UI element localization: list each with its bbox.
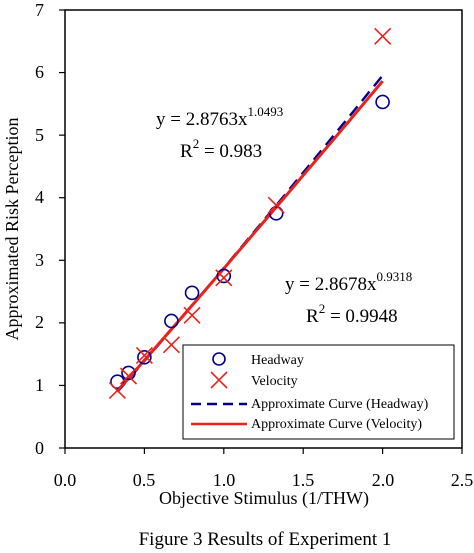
x-tick-marks bbox=[64, 448, 463, 454]
velocity-point bbox=[162, 336, 180, 354]
y-axis-title: Approximated Risk Perception bbox=[2, 118, 22, 341]
plot-frame bbox=[64, 9, 463, 449]
headway-r2-base: R bbox=[180, 141, 193, 162]
legend-headway-curve-label: Approximate Curve (Headway) bbox=[251, 397, 429, 412]
headway-r2-val: = 0.983 bbox=[199, 141, 262, 162]
velocity-r2-text: R2 = 0.9948 bbox=[306, 301, 398, 327]
x-tick-label: 1.5 bbox=[292, 470, 315, 490]
x-tick-label: 0.0 bbox=[54, 470, 77, 490]
y-tick-label: 6 bbox=[35, 62, 44, 82]
x-tick-label: 1.0 bbox=[213, 470, 236, 490]
headway-r2-text: R2 = 0.983 bbox=[180, 136, 262, 162]
headway-eq-text: y = 2.8763x1.0493 bbox=[156, 104, 283, 130]
legend-velocity-label: Velocity bbox=[251, 374, 298, 389]
curve-approximate-curve-velocity bbox=[116, 80, 384, 392]
markers-layer bbox=[108, 27, 392, 399]
velocity-point bbox=[119, 367, 138, 385]
velocity-eq-base: y = 2.8678x bbox=[285, 274, 377, 295]
legend-headway-marker bbox=[212, 352, 226, 366]
headway-r2-sup: 2 bbox=[193, 136, 200, 151]
headway-point bbox=[121, 365, 136, 381]
legend: Headway Velocity Approximate Curve (Head… bbox=[182, 344, 455, 440]
velocity-equation: y = 2.8678x0.9318 R2 = 0.9948 bbox=[285, 269, 412, 327]
velocity-point bbox=[183, 306, 201, 324]
y-tick-label: 7 bbox=[35, 0, 44, 20]
figure-caption: Figure 3 Results of Experiment 1 bbox=[139, 529, 392, 550]
velocity-r2-val: = 0.9948 bbox=[325, 306, 397, 327]
velocity-point bbox=[374, 27, 392, 45]
legend-velocity-marker bbox=[210, 371, 228, 389]
y-tick-label: 3 bbox=[35, 250, 44, 270]
velocity-point bbox=[215, 269, 233, 287]
x-tick-label: 0.5 bbox=[133, 470, 156, 490]
velocity-r2-base: R bbox=[306, 306, 319, 327]
headway-point bbox=[164, 313, 179, 329]
velocity-point bbox=[108, 381, 126, 399]
curves-layer bbox=[116, 74, 384, 393]
y-tick-label: 4 bbox=[35, 187, 44, 207]
x-tick-label: 2.0 bbox=[372, 470, 395, 490]
headway-eq-base: y = 2.8763x bbox=[156, 109, 248, 130]
y-tick-label: 2 bbox=[35, 312, 44, 332]
headway-point bbox=[375, 94, 390, 110]
headway-point bbox=[184, 285, 200, 301]
headway-point bbox=[216, 268, 232, 284]
y-tick-label: 5 bbox=[35, 125, 44, 145]
headway-point bbox=[268, 206, 284, 221]
velocity-point bbox=[135, 346, 153, 364]
y-tick-label: 1 bbox=[35, 375, 44, 395]
velocity-r2-sup: 2 bbox=[319, 301, 326, 316]
headway-eq-exp: 1.0493 bbox=[247, 104, 283, 119]
headway-point bbox=[137, 349, 152, 365]
legend-headway-label: Headway bbox=[251, 353, 304, 368]
x-axis-title: Objective Stimulus (1/THW) bbox=[159, 488, 369, 509]
velocity-point bbox=[267, 196, 285, 214]
velocity-eq-exp: 0.9318 bbox=[376, 269, 412, 284]
legend-velocity-curve-label: Approximate Curve (Velocity) bbox=[251, 417, 422, 432]
velocity-eq-text: y = 2.8678x0.9318 bbox=[285, 269, 412, 295]
y-tick-label: 0 bbox=[35, 438, 44, 458]
y-tick-marks bbox=[59, 9, 65, 449]
headway-equation: y = 2.8763x1.0493 R2 = 0.983 bbox=[156, 104, 283, 162]
x-tick-label: 2.5 bbox=[451, 470, 474, 490]
